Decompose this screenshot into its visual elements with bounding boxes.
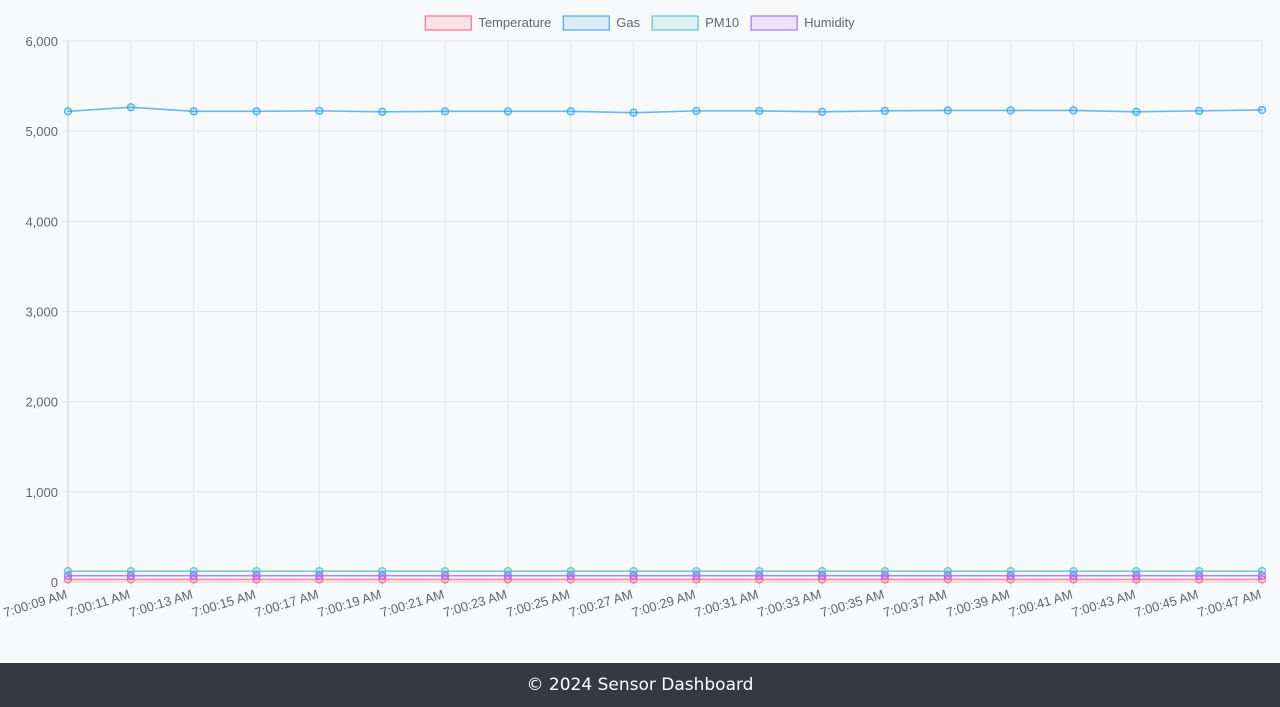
data-point-gas[interactable]	[378, 107, 387, 116]
x-tick-label: 7:00:35 AM	[819, 587, 886, 621]
data-point-humidity[interactable]	[943, 571, 952, 580]
data-point-gas[interactable]	[566, 107, 575, 116]
data-point-humidity[interactable]	[189, 571, 198, 580]
sensor-line-chart: Temperature Gas PM10 Humidity 0 1,000 2,000 3,…	[2, 15, 1267, 621]
x-tick-label: 7:00:13 AM	[127, 587, 194, 621]
y-axis: 0 1,000 2,000 3,000 4,000 5,000 6,000	[25, 34, 69, 590]
data-point-gas[interactable]	[503, 107, 513, 116]
data-point-gas[interactable]	[880, 106, 890, 116]
data-point-gas[interactable]	[1195, 106, 1204, 116]
series-line-gas	[67, 106, 1263, 114]
footer-copyright: © 2024 Sensor Dashboard	[526, 675, 754, 695]
data-point-gas[interactable]	[629, 108, 638, 117]
x-tick-label: 7:00:27 AM	[567, 587, 634, 621]
chart-canvas: Temperature Gas PM10 Humidity 0 1,000 2,000 3,…	[2, 15, 1267, 621]
data-point-gas[interactable]	[1069, 106, 1078, 115]
data-point-gas[interactable]	[315, 106, 324, 116]
legend-swatch-humidity	[750, 15, 798, 31]
data-point-gas[interactable]	[1006, 106, 1015, 115]
data-point-humidity[interactable]	[1195, 571, 1204, 580]
x-tick-label: 7:00:09 AM	[2, 587, 69, 621]
data-point-humidity[interactable]	[126, 571, 135, 580]
data-point-gas[interactable]	[189, 107, 198, 116]
y-tick-label: 1,000	[25, 485, 58, 500]
x-tick-label: 7:00:17 AM	[253, 587, 320, 621]
data-point-humidity[interactable]	[378, 571, 387, 580]
data-point-gas[interactable]	[252, 107, 261, 116]
y-tick-label: 3,000	[25, 305, 58, 320]
data-point-humidity[interactable]	[63, 571, 73, 580]
data-point-gas[interactable]	[755, 106, 764, 116]
page-footer: © 2024 Sensor Dashboard	[0, 663, 1280, 707]
data-point-gas[interactable]	[126, 103, 135, 112]
legend-item-pm10[interactable]: PM10	[651, 15, 739, 31]
data-point-gas[interactable]	[1132, 107, 1141, 116]
y-tick-label: 0	[51, 575, 58, 590]
series-gas	[63, 103, 1267, 117]
data-point-gas[interactable]	[440, 107, 450, 116]
legend-item-gas[interactable]: Gas	[562, 15, 641, 31]
x-tick-label: 7:00:21 AM	[379, 587, 446, 621]
data-point-humidity[interactable]	[692, 571, 701, 580]
chart-series	[63, 103, 1267, 584]
legend-swatch-temperature	[424, 15, 472, 31]
x-tick-label: 7:00:29 AM	[630, 587, 697, 621]
x-tick-label: 7:00:15 AM	[190, 587, 257, 621]
data-point-humidity[interactable]	[503, 571, 513, 580]
legend-label-humidity: Humidity	[804, 15, 855, 30]
data-point-humidity[interactable]	[315, 571, 324, 580]
data-point-gas[interactable]	[817, 107, 827, 116]
legend-item-temperature[interactable]: Temperature	[424, 15, 551, 31]
y-tick-label: 4,000	[25, 214, 58, 229]
x-tick-label: 7:00:19 AM	[316, 587, 383, 621]
chart-legend: Temperature Gas PM10 Humidity	[424, 15, 855, 31]
x-tick-label: 7:00:43 AM	[1070, 587, 1137, 621]
series-humidity	[63, 571, 1267, 580]
data-point-humidity[interactable]	[817, 571, 827, 580]
data-point-humidity[interactable]	[1257, 571, 1267, 580]
legend-swatch-pm10	[651, 15, 699, 31]
data-point-humidity[interactable]	[440, 571, 450, 580]
x-tick-label: 7:00:41 AM	[1007, 587, 1074, 621]
data-point-humidity[interactable]	[1069, 571, 1078, 580]
data-point-gas[interactable]	[1257, 105, 1267, 115]
data-point-humidity[interactable]	[629, 571, 638, 580]
data-point-gas[interactable]	[63, 107, 73, 116]
data-point-gas[interactable]	[692, 106, 701, 116]
x-tick-label: 7:00:47 AM	[1196, 587, 1263, 621]
x-tick-label: 7:00:45 AM	[1133, 587, 1200, 621]
legend-label-gas: Gas	[616, 15, 640, 30]
series-pm10	[63, 567, 1267, 576]
data-point-humidity[interactable]	[1006, 571, 1015, 580]
x-tick-label: 7:00:33 AM	[756, 587, 823, 621]
chart-grid	[62, 40, 1263, 588]
x-tick-label: 7:00:37 AM	[881, 587, 948, 621]
x-tick-label: 7:00:25 AM	[504, 587, 571, 621]
legend-label-temperature: Temperature	[478, 15, 551, 30]
y-tick-label: 5,000	[25, 124, 58, 139]
y-tick-label: 6,000	[25, 34, 58, 49]
data-point-humidity[interactable]	[252, 571, 261, 580]
x-tick-label: 7:00:23 AM	[441, 587, 508, 621]
legend-label-pm10: PM10	[705, 15, 739, 30]
y-tick-label: 2,000	[25, 395, 58, 410]
data-point-humidity[interactable]	[1132, 571, 1141, 580]
data-point-gas[interactable]	[943, 106, 952, 115]
data-point-humidity[interactable]	[880, 571, 890, 580]
x-tick-label: 7:00:39 AM	[944, 587, 1011, 621]
legend-item-humidity[interactable]: Humidity	[750, 15, 855, 31]
data-point-humidity[interactable]	[755, 571, 764, 580]
x-tick-label: 7:00:11 AM	[65, 587, 131, 620]
data-point-humidity[interactable]	[566, 571, 575, 580]
x-tick-label: 7:00:31 AM	[693, 587, 760, 621]
legend-swatch-gas	[562, 15, 610, 31]
